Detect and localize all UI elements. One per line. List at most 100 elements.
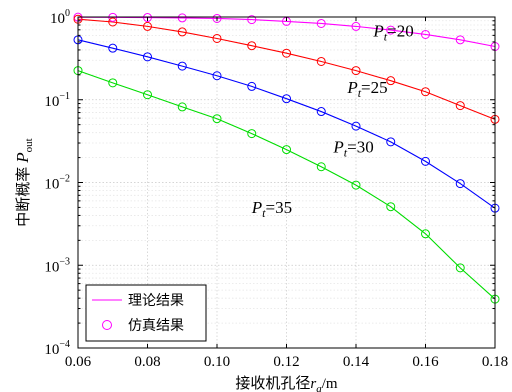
- theory-curve-1: [77, 18, 496, 120]
- y-tick-exponent: 0: [65, 8, 70, 19]
- annotation-var: P: [346, 78, 357, 97]
- y-tick-exponent: −4: [59, 339, 70, 350]
- simulation-point: [386, 202, 396, 212]
- x-axis-label: 接收机孔径ra/m: [235, 375, 338, 392]
- simulation-point: [421, 87, 430, 97]
- annotation-sub: t: [358, 86, 362, 100]
- annotation-sub: t: [262, 206, 266, 220]
- simulation-point: [386, 25, 396, 35]
- axis-ticks: [77, 16, 496, 349]
- y-axis-label-sub: out: [23, 138, 35, 152]
- simulation-point: [108, 78, 118, 88]
- x-tick-label: 0.18: [482, 354, 508, 370]
- y-tick-label: 10−3: [44, 256, 70, 275]
- y-tick-exponent: −1: [59, 91, 70, 102]
- simulation-point: [177, 102, 187, 112]
- legend-label-theory: 理论结果: [128, 293, 184, 309]
- y-tick-label: 10−1: [44, 91, 70, 110]
- y-tick-base: 10: [44, 259, 59, 275]
- simulation-point: [421, 156, 430, 166]
- simulation-point: [247, 15, 257, 25]
- simulation-point: [177, 27, 187, 37]
- legend-label-simulation: 仿真结果: [128, 318, 184, 334]
- x-tick-label: 0.06: [65, 354, 92, 370]
- x-axis-label-var: r: [310, 376, 316, 392]
- simulation-point: [455, 263, 465, 273]
- simulation-point: [177, 61, 187, 71]
- simulation-point: [108, 17, 118, 27]
- annotation-sub: t: [344, 146, 348, 160]
- simulation-point: [282, 145, 291, 155]
- simulation-point: [316, 107, 326, 117]
- y-tick-base: 10: [44, 342, 59, 358]
- simulation-point: [421, 29, 430, 39]
- annotation-var: P: [332, 138, 343, 157]
- annotation-value: =30: [347, 138, 374, 157]
- annotation-pt-3: Pt=35: [251, 198, 292, 220]
- x-tick-label: 0.12: [273, 354, 299, 370]
- annotation-var: P: [372, 22, 383, 41]
- simulation-point: [351, 66, 361, 76]
- simulation-point: [143, 13, 152, 23]
- legend: 理论结果 仿真结果: [85, 284, 207, 342]
- simulation-point: [143, 21, 152, 31]
- simulation-point: [316, 162, 326, 172]
- simulation-point: [108, 43, 118, 53]
- annotation-pt-2: Pt=30: [332, 138, 373, 160]
- simulation-point: [351, 121, 361, 131]
- annotation-var: P: [251, 198, 262, 217]
- y-tick-label: 100: [50, 8, 70, 27]
- x-tick-label: 0.10: [204, 354, 230, 370]
- simulation-point: [316, 56, 326, 66]
- simulation-point: [212, 71, 222, 81]
- y-tick-base: 10: [50, 11, 65, 27]
- simulation-point: [455, 101, 465, 111]
- y-tick-base: 10: [44, 94, 59, 110]
- simulation-point: [455, 35, 465, 45]
- simulation-point: [386, 137, 396, 147]
- annotation-sub: t: [384, 30, 388, 44]
- simulation-point: [212, 13, 222, 23]
- simulation-point: [143, 52, 152, 62]
- simulation-point: [421, 229, 430, 239]
- x-tick-label: 0.08: [134, 354, 160, 370]
- y-axis-label-var: P: [13, 152, 32, 163]
- simulation-point: [351, 180, 361, 190]
- simulation-point: [247, 81, 257, 91]
- simulation-markers: [73, 12, 500, 304]
- simulation-point: [212, 33, 222, 43]
- simulation-point: [247, 129, 257, 139]
- y-tick-exponent: −2: [59, 174, 70, 185]
- grid: [78, 17, 495, 348]
- y-tick-label: 10−2: [44, 174, 70, 193]
- annotation-value: =35: [265, 198, 292, 217]
- simulation-point: [212, 114, 222, 124]
- simulation-point: [282, 94, 291, 104]
- simulation-point: [386, 76, 396, 86]
- y-tick-base: 10: [44, 177, 59, 193]
- annotation-pt-0: Pt=20: [372, 22, 413, 44]
- simulation-point: [247, 41, 257, 51]
- theory-curve-3: [77, 70, 496, 300]
- annotation-pt-1: Pt=25: [346, 78, 387, 100]
- simulation-point: [351, 21, 361, 31]
- y-tick-exponent: −3: [59, 256, 70, 267]
- legend-marker-swatch: [102, 320, 112, 330]
- y-tick-label: 10−4: [44, 339, 70, 358]
- y-axis-label: 中断概率 Pout: [13, 138, 35, 226]
- annotation-value: =20: [387, 22, 414, 41]
- x-tick-label: 0.14: [343, 354, 370, 370]
- y-axis-label-main: 中断概率: [15, 167, 32, 227]
- simulation-point: [316, 18, 326, 28]
- x-axis-label-unit: /m: [322, 376, 338, 392]
- simulation-point: [455, 179, 465, 189]
- x-axis-label-main: 接收机孔径: [235, 375, 310, 392]
- simulation-point: [143, 90, 152, 100]
- x-tick-label: 0.16: [412, 354, 439, 370]
- x-tick-labels: 0.06 0.08 0.10 0.12 0.14 0.16 0.18: [65, 354, 508, 370]
- theory-curve-2: [77, 39, 496, 209]
- legend-box: [85, 284, 207, 342]
